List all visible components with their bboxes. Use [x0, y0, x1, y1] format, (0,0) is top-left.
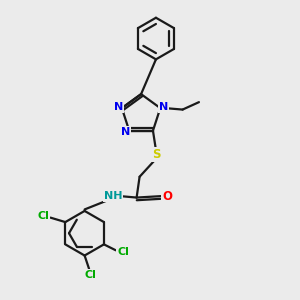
- Text: N: N: [121, 127, 130, 136]
- Text: S: S: [152, 148, 160, 161]
- Text: O: O: [162, 190, 172, 202]
- Text: Cl: Cl: [85, 270, 97, 280]
- Text: N: N: [114, 102, 123, 112]
- Text: Cl: Cl: [37, 211, 49, 221]
- Text: NH: NH: [103, 191, 122, 201]
- Text: Cl: Cl: [117, 247, 129, 257]
- Text: N: N: [159, 102, 169, 112]
